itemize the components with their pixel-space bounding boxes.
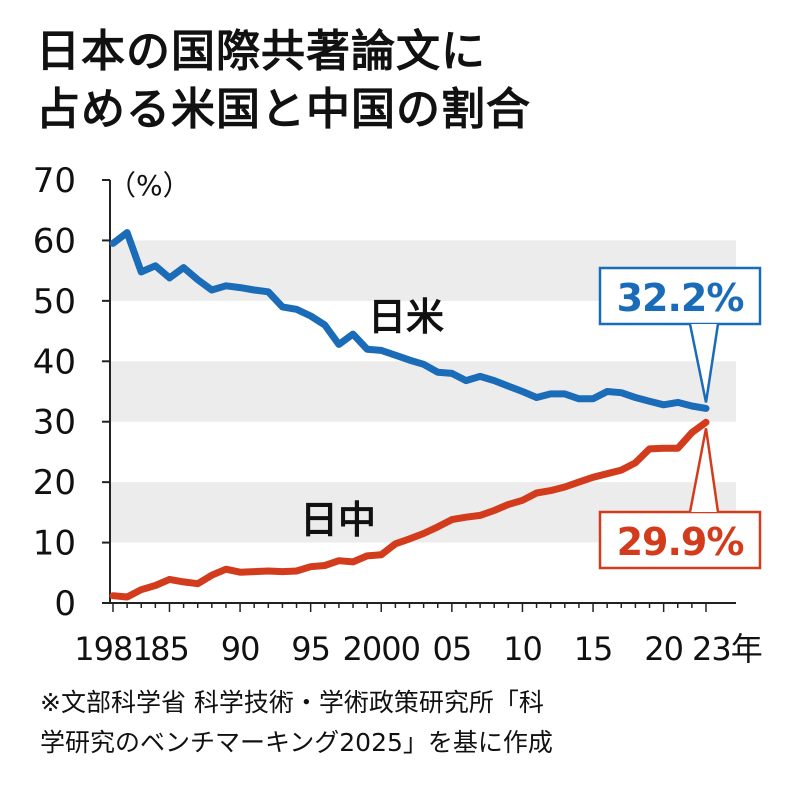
x-tick-label: 23年 xyxy=(692,630,762,668)
callout-japan-us-box xyxy=(598,266,762,326)
x-tick-label: 90 xyxy=(221,630,260,668)
y-tick-label: 30 xyxy=(33,403,76,443)
series-line-japan-us xyxy=(109,229,710,412)
series-label-japan-china: 日中 xyxy=(300,498,376,542)
x-tick-label: 2000 xyxy=(343,630,420,668)
source-note-line1: ※文部科学省 科学技術・学術政策研究所「科 xyxy=(40,688,544,717)
y-tick-label: 60 xyxy=(33,221,76,261)
x-tick-label: 85 xyxy=(150,630,189,668)
y-tick-label: 0 xyxy=(54,584,76,624)
callout-japan-us-value: 32.2% xyxy=(617,276,744,320)
x-tick-label: 10 xyxy=(503,630,542,668)
series-line-japan-china xyxy=(109,418,710,601)
chart-title-line1: 日本の国際共著論文に xyxy=(36,26,486,77)
x-tick-label: 20 xyxy=(644,630,683,668)
y-tick-label: 50 xyxy=(33,282,76,322)
x-tick-label: 05 xyxy=(432,630,471,668)
x-tick-label: 1981 xyxy=(74,630,151,668)
chart-title-line2: 占める米国と中国の割合 xyxy=(36,84,531,135)
callout-japan-china-value: 29.9% xyxy=(617,520,744,564)
y-tick-label: 20 xyxy=(33,463,76,503)
x-tick-label: 15 xyxy=(574,630,613,668)
series-label-japan-us: 日米 xyxy=(368,295,444,339)
grid-band xyxy=(110,361,736,422)
y-tick-label: 70 xyxy=(33,161,76,201)
x-tick-label: 95 xyxy=(291,630,330,668)
callout-japan-china-pointer xyxy=(688,428,720,513)
callout-japan-china-box xyxy=(598,510,762,570)
source-note-line2: 学研究のベンチマーキング2025」を基に作成 xyxy=(40,728,553,757)
callout-japan-us-pointer xyxy=(688,323,720,403)
y-axis-unit: （%） xyxy=(108,169,191,202)
y-tick-label: 40 xyxy=(33,342,76,382)
y-tick-label: 10 xyxy=(33,524,76,564)
